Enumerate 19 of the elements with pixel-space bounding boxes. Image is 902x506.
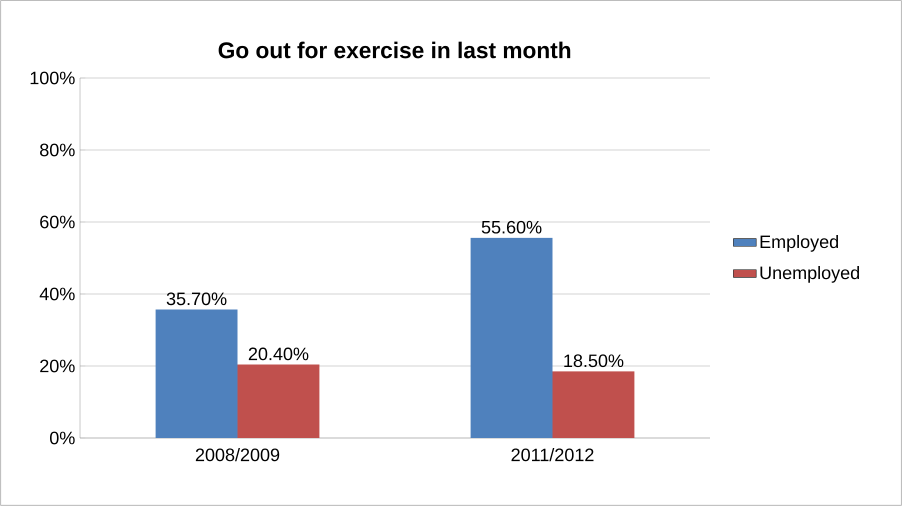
y-tick-label: 80% [40, 144, 75, 156]
y-tick-label: 40% [40, 288, 75, 300]
legend-label: Employed [760, 234, 838, 252]
y-tick-label: 60% [40, 216, 75, 228]
data-label: 18.50% [564, 354, 624, 368]
y-tick-label: 100% [30, 72, 75, 84]
chart-title: Go out for exercise in last month [218, 42, 570, 58]
data-label: 55.60% [482, 220, 542, 234]
y-tick-label: 0% [50, 432, 75, 444]
bar [552, 371, 634, 438]
y-tick-label: 20% [40, 360, 75, 372]
x-tick-label: 2008/2009 [196, 448, 280, 462]
bar [470, 238, 552, 438]
data-label: 35.70% [166, 292, 226, 306]
bar [156, 309, 238, 438]
x-tick-label: 2011/2012 [512, 448, 594, 462]
bar [238, 364, 320, 438]
data-label: 20.40% [248, 348, 308, 360]
legend-label: Unemployed [760, 266, 859, 283]
